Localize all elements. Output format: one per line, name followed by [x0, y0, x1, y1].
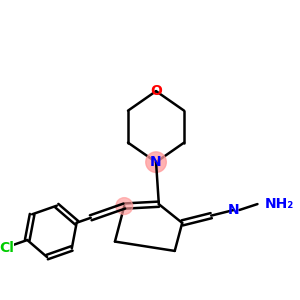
Text: N: N	[228, 203, 240, 217]
Text: NH₂: NH₂	[265, 197, 294, 211]
Text: N: N	[150, 155, 162, 169]
Circle shape	[146, 152, 166, 172]
Text: O: O	[150, 84, 162, 98]
Circle shape	[116, 198, 133, 214]
Text: Cl: Cl	[0, 241, 14, 255]
